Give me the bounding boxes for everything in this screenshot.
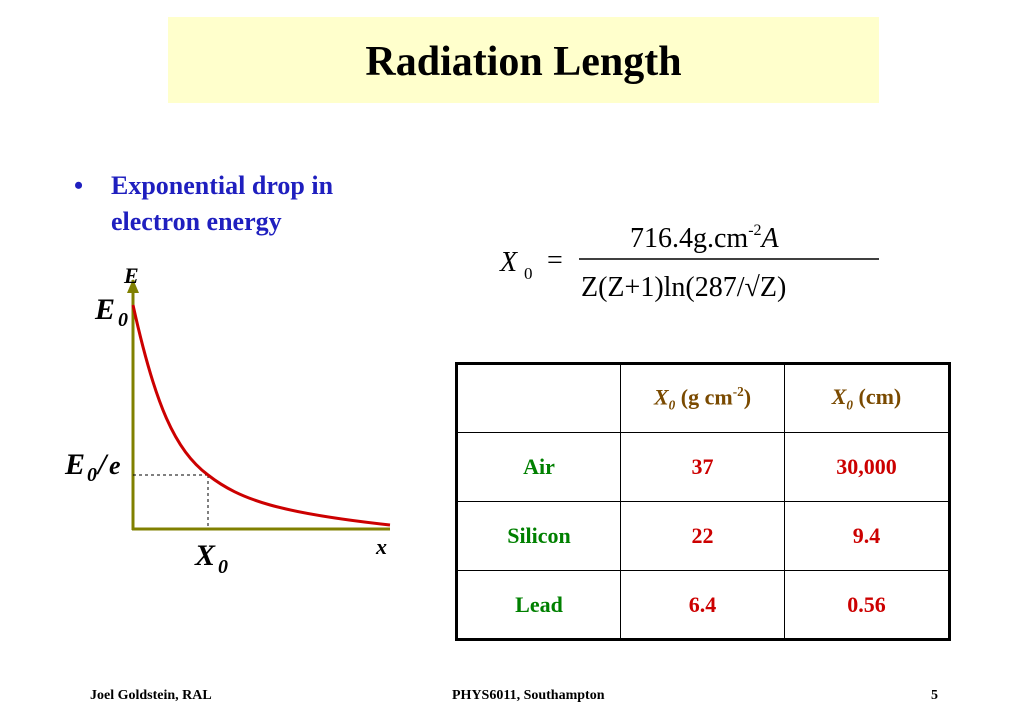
formula-equals: = — [547, 245, 563, 276]
bullet-item: • Exponential drop in electron energy — [74, 168, 414, 240]
bullet-list: • Exponential drop in electron energy — [74, 168, 414, 240]
page-number: 5 — [931, 688, 938, 703]
header-unit-exponent: -2 — [732, 383, 744, 399]
formula-lhs: X — [499, 247, 518, 278]
header-unit-close: ) — [743, 383, 752, 409]
header-empty-cell — [456, 363, 621, 433]
energy-curve — [131, 304, 391, 527]
bullet-text: Exponential drop in electron energy — [111, 171, 334, 236]
footer-course: PHYS6011, Southampton — [452, 688, 605, 703]
header-subscript: 0 — [668, 397, 676, 413]
header-x0-gcm2: X0 (g cm-2) — [620, 363, 785, 433]
initial-energy-subscript: 0 — [118, 309, 128, 331]
table-row: Silicon 22 9.4 — [456, 501, 950, 571]
formula-denominator: Z(Z+1)ln(287/√Z) — [581, 272, 786, 303]
x0-symbol: X — [194, 539, 216, 572]
x0-cm-cell: 30,000 — [784, 432, 950, 502]
y-axis-label: E — [123, 263, 139, 288]
initial-energy-symbol: E — [94, 293, 115, 326]
formula-numerator-exponent: -2 — [748, 222, 761, 239]
header-unit: (cm) — [853, 383, 902, 409]
material-cell: Lead — [456, 570, 621, 640]
table-row: Air 37 30,000 — [456, 432, 950, 502]
formula-lhs-subscript: 0 — [524, 264, 533, 283]
initial-energy-label: E 0 — [94, 293, 128, 331]
title-banner: Radiation Length — [168, 17, 879, 103]
x0-cm-cell: 9.4 — [784, 501, 950, 571]
x0-gcm2-cell: 6.4 — [620, 570, 785, 640]
x0-gcm2-cell: 37 — [620, 432, 785, 502]
material-cell: Silicon — [456, 501, 621, 571]
y-axis-arrow-icon — [127, 279, 139, 293]
x0-gcm2-cell: 22 — [620, 501, 785, 571]
energy-decay-graph: E x E 0 E 0 / e X 0 — [64, 263, 391, 578]
header-x0-cm: X0 (cm) — [784, 363, 950, 433]
bullet-marker: • — [74, 171, 84, 200]
table-row: Lead 6.4 0.56 — [456, 570, 950, 640]
mid-energy-subscript: 0 — [87, 464, 97, 486]
x-axis-label: x — [375, 534, 387, 559]
x0-cm-cell: 0.56 — [784, 570, 950, 640]
x0-subscript: 0 — [218, 556, 228, 578]
footer-author: Joel Goldstein, RAL — [90, 688, 212, 703]
formula-numerator: 716.4g.cm-2A — [630, 222, 780, 254]
table-header-row: X0 (g cm-2) X0 (cm) — [456, 363, 950, 433]
formula-numerator-variable: A — [760, 223, 780, 254]
mid-energy-e: e — [109, 451, 121, 480]
header-unit: (g cm — [675, 383, 733, 409]
header-symbol: X — [831, 383, 847, 409]
slide-title: Radiation Length — [365, 39, 682, 85]
radiation-length-table: X0 (g cm-2) X0 (cm) Air 37 30,000 Silico… — [455, 362, 951, 641]
header-symbol: X — [653, 383, 669, 409]
mid-energy-divider: / — [96, 448, 109, 481]
x0-label: X 0 — [194, 539, 228, 578]
mid-energy-symbol: E — [64, 448, 85, 481]
header-subscript: 0 — [846, 397, 854, 413]
energy-over-e-label: E 0 / e — [64, 448, 121, 486]
radiation-length-formula: X 0 = 716.4g.cm-2A Z(Z+1)ln(287/√Z) — [499, 222, 879, 303]
formula-numerator-value: 716.4g.cm — [630, 223, 748, 254]
material-cell: Air — [456, 432, 621, 502]
